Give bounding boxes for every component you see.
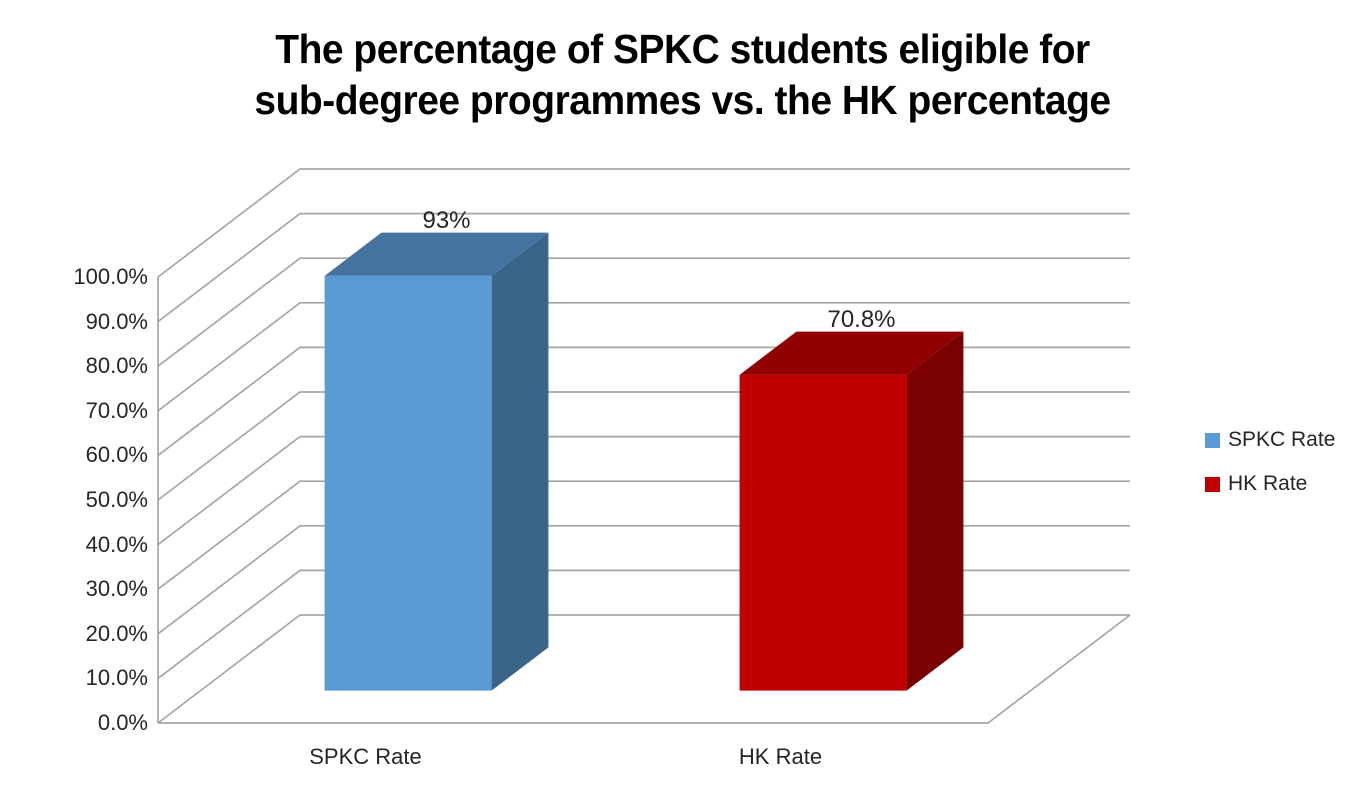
legend: SPKC Rate HK Rate [1205,428,1336,517]
bar-data-label: 70.8% [827,305,896,333]
y-axis-tick-label: 70.0% [85,397,148,423]
x-axis-category-label: SPKC Rate [309,744,422,769]
gridline [157,480,1130,590]
bar-side-face [491,232,549,691]
gridline [157,524,1130,635]
legend-label: SPKC Rate [1228,428,1336,451]
bar-front-face [324,275,492,691]
bar-data-label: 93% [422,206,471,234]
legend-item: HK Rate [1205,472,1335,495]
y-axis-tick-label: 90.0% [85,308,148,334]
chart-title-line2: sub-degree programmes vs. the HK percent… [254,77,1111,123]
bar-front-face [739,374,907,691]
y-axis-tick-label: 80.0% [85,353,148,379]
y-axis-tick-label: 30.0% [85,576,148,602]
gridline [157,346,1130,457]
gridline [157,301,1130,412]
y-axis-tick-label: 0.0% [97,710,148,735]
y-axis-tick-label: 100.0% [73,264,148,289]
gridline [157,257,1130,367]
legend-label: HK Rate [1228,472,1308,495]
bar-top-face [739,331,964,375]
gridline [157,212,1130,323]
bar-top-face [324,232,549,276]
chart-title-line1: The percentage of SPKC students eligible… [275,26,1090,72]
gridline [157,614,1130,724]
y-axis-tick-label: 60.0% [85,442,148,468]
gridline [157,569,1130,680]
gridline [157,391,1130,501]
legend-swatch-icon [1205,476,1220,492]
legend-swatch-icon [1205,432,1220,448]
bar-side-face [906,331,964,691]
gridline [157,168,1130,278]
y-axis-tick-label: 10.0% [85,665,148,691]
x-axis-category-label: HK Rate [738,744,823,769]
floor-edge [158,614,1131,724]
y-axis-tick-label: 50.0% [85,487,148,512]
y-axis-tick-label: 40.0% [85,531,148,557]
y-axis-tick-label: 20.0% [85,620,148,646]
chart-title: The percentage of SPKC students eligible… [34,24,1331,126]
gridline [157,435,1130,546]
legend-item: SPKC Rate [1205,428,1336,451]
